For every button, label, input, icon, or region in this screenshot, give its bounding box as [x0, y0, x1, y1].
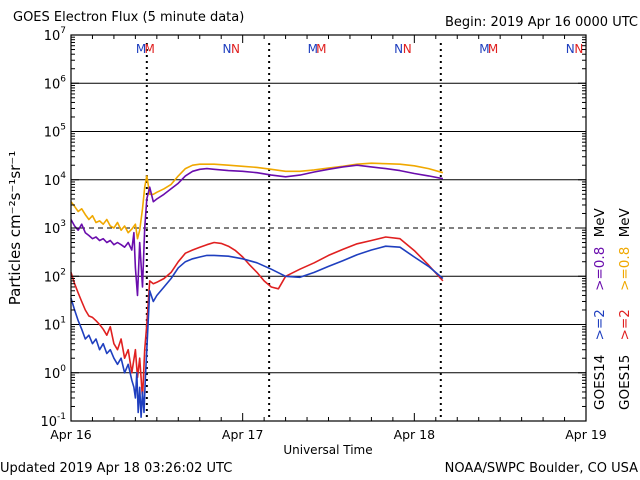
series-line-goes15_ge08	[70, 162, 444, 240]
day-marker: N	[222, 42, 231, 56]
x-tick-label: Apr 17	[222, 427, 264, 442]
legend-goes15-label: GOES15	[617, 355, 633, 410]
day-marker: M	[479, 42, 489, 56]
legend: GOES14 >=2 >=0.8 MeV GOES15 >=2 >=0.8 Me…	[592, 207, 633, 410]
y-tick-exponent: 0	[60, 364, 66, 374]
updated-time: Updated 2019 Apr 18 03:26:02 UTC	[0, 461, 233, 476]
legend-goes14-label: GOES14	[592, 355, 608, 410]
y-tick-exponent: -1	[57, 412, 66, 422]
legend-goes14: GOES14 >=2 >=0.8 MeV	[592, 207, 608, 410]
y-tick-base: 10	[44, 270, 61, 285]
chart-title: GOES Electron Flux (5 minute data)	[13, 10, 245, 25]
y-tick-exponent: 2	[60, 267, 66, 277]
y-tick-label: 104	[44, 171, 67, 189]
legend-goes15: GOES15 >=2 >=0.8 MeV	[617, 207, 633, 410]
y-tick-label: 105	[44, 123, 66, 141]
credit: NOAA/SWPC Boulder, CO USA	[444, 461, 638, 476]
day-marker: M	[316, 42, 326, 56]
series-layer	[70, 162, 444, 419]
y-tick-label: 100	[44, 364, 67, 382]
legend-goes14-unit: MeV	[592, 207, 608, 237]
series-line-goes14_ge2	[70, 245, 444, 419]
legend-goes14-ge08: >=0.8	[592, 247, 608, 291]
legend-goes15-unit: MeV	[617, 207, 633, 237]
y-tick-label: 102	[44, 267, 66, 285]
y-tick-base: 10	[44, 319, 61, 334]
y-tick-label: 101	[44, 316, 66, 334]
legend-goes15-ge08: >=0.8	[617, 247, 633, 291]
day-marker: N	[403, 42, 412, 56]
day-marker: M	[308, 42, 318, 56]
day-marker: M	[136, 42, 146, 56]
y-tick-exponent: 4	[60, 171, 66, 181]
y-tick-label: 103	[44, 219, 66, 237]
x-tick-label: Apr 16	[50, 427, 92, 442]
y-tick-base: 10	[44, 174, 61, 189]
y-tick-exponent: 5	[60, 123, 66, 133]
y-tick-label: 10-1	[40, 412, 66, 430]
y-tick-base: 10	[44, 77, 61, 92]
series-line-goes15_ge2	[70, 236, 444, 399]
day-marker: N	[566, 42, 575, 56]
plot-background	[71, 35, 586, 421]
x-tick-label: Apr 18	[394, 427, 436, 442]
begin-time: Begin: 2019 Apr 16 0000 UTC	[444, 15, 638, 30]
legend-goes14-ge2: >=2	[592, 309, 608, 340]
series-line-goes14_ge08	[70, 164, 444, 297]
x-tick-label: Apr 19	[565, 427, 607, 442]
y-tick-base: 10	[44, 367, 61, 382]
day-marker: N	[574, 42, 583, 56]
legend-goes15-ge2: >=2	[617, 309, 633, 340]
day-marker: M	[145, 42, 155, 56]
marker-layer: MM N N MM N N MM N N	[136, 42, 583, 417]
x-axis-label: Universal Time	[283, 443, 372, 457]
y-tick-exponent: 7	[60, 26, 66, 36]
y-tick-base: 10	[44, 126, 61, 141]
y-tick-label: 106	[44, 74, 67, 92]
day-marker: N	[394, 42, 403, 56]
y-tick-exponent: 6	[60, 74, 66, 84]
y-tick-label: 107	[44, 26, 66, 44]
y-tick-base: 10	[44, 29, 61, 44]
day-marker: M	[488, 42, 498, 56]
y-tick-exponent: 3	[60, 219, 66, 229]
grid-layer	[71, 82, 586, 374]
y-tick-base: 10	[40, 415, 57, 430]
day-marker: N	[231, 42, 240, 56]
y-tick-base: 10	[44, 222, 61, 237]
y-tick-exponent: 1	[60, 316, 66, 326]
y-axis-label: Particles cm⁻²s⁻¹sr⁻¹	[6, 151, 24, 305]
